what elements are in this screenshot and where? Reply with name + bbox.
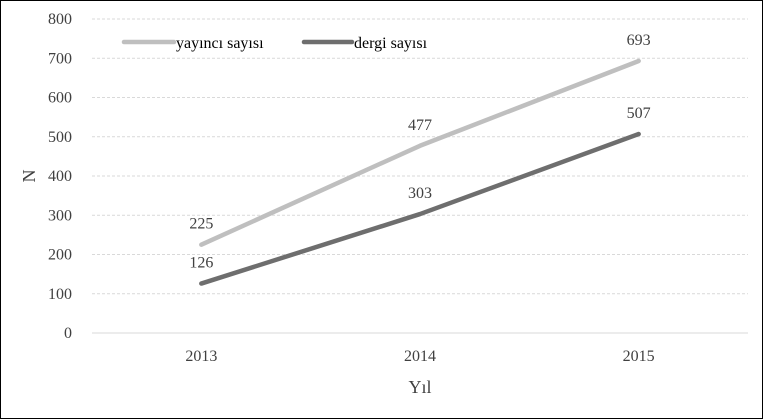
legend-label: yayıncı sayısı [176, 35, 264, 52]
legend-label: dergi sayısı [354, 35, 428, 52]
x-tick-label: 2014 [404, 348, 436, 365]
y-tick-label: 200 [48, 247, 72, 264]
y-tick-label: 600 [48, 90, 72, 107]
x-tick-label: 2013 [185, 348, 217, 365]
series-line-dergi [199, 131, 641, 286]
y-tick-label: 800 [48, 11, 72, 28]
legend-item: yayıncı sayısı [121, 35, 264, 52]
gridlines [92, 18, 748, 295]
data-label: 126 [189, 255, 213, 272]
data-label: 477 [408, 117, 432, 134]
series-lines [199, 58, 641, 286]
data-label: 303 [408, 185, 432, 202]
y-tick-label: 500 [48, 129, 72, 146]
axes: 0 100 200 300 400 500 600 700 800 2013 2014 2015 [48, 11, 748, 365]
legend: yayıncı sayısı dergi sayısı [121, 35, 428, 52]
x-tick-label: 2015 [623, 348, 655, 365]
data-labels: 225 477 693 126 303 507 [189, 32, 650, 272]
data-label: 225 [189, 216, 213, 233]
y-tick-label: 100 [48, 286, 72, 303]
x-axis-title: Yıl [408, 377, 431, 397]
series-line-yayinci [199, 58, 641, 247]
y-tick-label: 0 [64, 325, 72, 342]
y-axis-title: N [19, 170, 39, 183]
y-tick-label: 300 [48, 207, 72, 224]
y-tick-label: 700 [48, 50, 72, 67]
data-label: 693 [627, 32, 651, 49]
data-label: 507 [627, 105, 651, 122]
legend-item: dergi sayısı [301, 35, 428, 52]
y-tick-label: 400 [48, 168, 72, 185]
